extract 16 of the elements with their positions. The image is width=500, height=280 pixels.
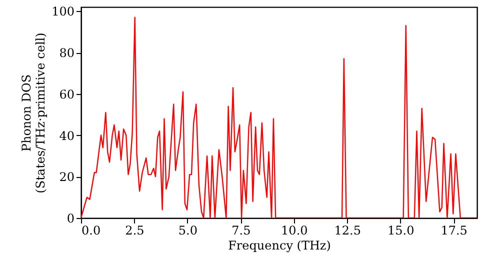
y-tick-label: 40: [59, 128, 74, 143]
x-tick-label: 0.0: [82, 224, 101, 238]
x-tick-label: 10.0: [281, 224, 308, 238]
x-tick-label: 5.0: [178, 224, 198, 238]
x-tick-label: 12.5: [334, 224, 361, 238]
x-axis-title: Frequency (THz): [228, 238, 331, 252]
y-tick-label: 80: [59, 46, 74, 60]
x-tick-label: 15.0: [387, 224, 414, 238]
x-tick-label: 17.5: [440, 224, 468, 238]
y-tick-label: 60: [59, 87, 74, 102]
y-tick-label: 0: [66, 212, 74, 226]
y-tick-label: 100: [52, 4, 74, 19]
y-axis-title: Phonon DOS (States/THz·primitive cell): [20, 32, 48, 194]
y-tick-label: 20: [59, 170, 74, 184]
x-tick-label: 7.5: [232, 224, 251, 238]
x-tick-label: 2.5: [125, 224, 144, 238]
